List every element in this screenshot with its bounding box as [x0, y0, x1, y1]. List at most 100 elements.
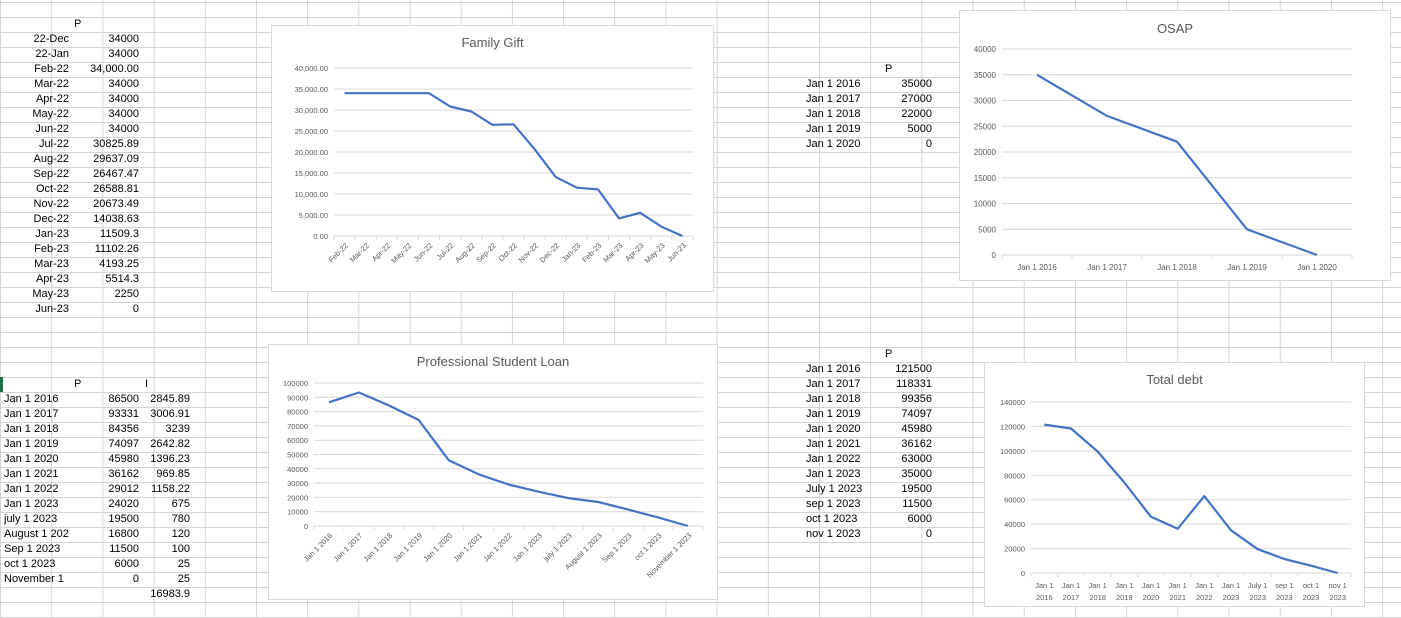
- header-cell-i[interactable]: I: [145, 378, 149, 390]
- series-line[interactable]: [344, 92, 683, 238]
- date-cell[interactable]: Jan 1 2019: [806, 123, 861, 135]
- header-cell-p[interactable]: P: [74, 18, 82, 30]
- date-cell[interactable]: July 1 2023: [806, 483, 863, 495]
- date-cell[interactable]: Jan 1 2018: [4, 423, 59, 435]
- interest-cell[interactable]: 3006.91: [150, 408, 190, 420]
- principal-cell[interactable]: 19500: [108, 513, 139, 525]
- value-cell[interactable]: 4193.25: [99, 258, 139, 270]
- date-cell[interactable]: Feb-22: [34, 63, 69, 75]
- date-cell[interactable]: Jun-22: [35, 123, 69, 135]
- value-cell[interactable]: 121500: [895, 363, 932, 375]
- date-cell[interactable]: Jan 1 2016: [806, 363, 861, 375]
- date-cell[interactable]: Feb-23: [34, 243, 69, 255]
- date-cell[interactable]: 22-Jan: [35, 48, 69, 60]
- date-cell[interactable]: Jan 1 2023: [4, 498, 59, 510]
- date-cell[interactable]: Mar-23: [34, 258, 69, 270]
- interest-total-cell[interactable]: 16983.9: [150, 588, 190, 600]
- value-cell[interactable]: 99356: [901, 393, 932, 405]
- value-cell[interactable]: 26588.81: [93, 183, 139, 195]
- principal-cell[interactable]: 84356: [108, 423, 139, 435]
- family-gift-chart[interactable]: 0.00 5,000.00 10,000.00 15,000.00 20,000.00 2…: [271, 25, 714, 292]
- value-cell[interactable]: 11500: [902, 498, 932, 510]
- interest-cell[interactable]: 3239: [165, 423, 190, 435]
- value-cell[interactable]: 0: [925, 528, 932, 540]
- value-cell[interactable]: 0: [132, 303, 139, 315]
- value-cell[interactable]: 34,000.00: [90, 63, 139, 75]
- date-cell[interactable]: Jan 1 2019: [806, 408, 861, 420]
- value-cell[interactable]: 34000: [108, 123, 139, 135]
- date-cell[interactable]: Apr-22: [35, 93, 69, 105]
- date-cell[interactable]: oct 1 2023: [806, 513, 858, 525]
- value-cell[interactable]: 14038.63: [93, 213, 139, 225]
- principal-cell[interactable]: 93331: [108, 408, 139, 420]
- principal-cell[interactable]: 16800: [108, 528, 139, 540]
- interest-cell[interactable]: 675: [171, 498, 190, 510]
- date-cell[interactable]: oct 1 2023: [4, 558, 56, 570]
- series-line[interactable]: [1044, 423, 1338, 575]
- principal-cell[interactable]: 0: [132, 573, 139, 585]
- value-cell[interactable]: 35000: [901, 468, 932, 480]
- value-cell[interactable]: 35000: [901, 78, 932, 90]
- principal-cell[interactable]: 11500: [109, 543, 139, 555]
- principal-cell[interactable]: 6000: [114, 558, 139, 570]
- value-cell[interactable]: 29637.09: [93, 153, 139, 165]
- date-cell[interactable]: Oct-22: [35, 183, 69, 195]
- date-cell[interactable]: Apr-23: [35, 273, 69, 285]
- osap-chart[interactable]: 0 5000 10000 15000 20000 25000 30000 35000 40000…: [959, 10, 1391, 281]
- date-cell[interactable]: Jan 1 2016: [4, 393, 59, 405]
- interest-cell[interactable]: 1158.22: [151, 483, 190, 495]
- interest-cell[interactable]: 969.85: [156, 468, 190, 480]
- value-cell[interactable]: 26467.47: [93, 168, 139, 180]
- value-cell[interactable]: 19500: [901, 483, 932, 495]
- date-cell[interactable]: Jan 1 2019: [4, 438, 59, 450]
- date-cell[interactable]: Jan 1 2022: [4, 483, 59, 495]
- date-cell[interactable]: Jan 1 2017: [806, 93, 861, 105]
- header-cell-p[interactable]: P: [885, 348, 893, 360]
- interest-cell[interactable]: 1396.23: [150, 453, 190, 465]
- date-cell[interactable]: May-22: [32, 108, 69, 120]
- date-cell[interactable]: Sep-22: [33, 168, 69, 180]
- interest-cell[interactable]: 25: [177, 558, 190, 570]
- value-cell[interactable]: 34000: [108, 93, 139, 105]
- value-cell[interactable]: 74097: [901, 408, 932, 420]
- date-cell[interactable]: May-23: [32, 288, 69, 300]
- date-cell[interactable]: Jan 1 2018: [806, 393, 861, 405]
- date-cell[interactable]: Jan 1 2021: [4, 468, 59, 480]
- date-cell[interactable]: Jan 1 2023: [806, 468, 861, 480]
- series-line[interactable]: [1036, 73, 1318, 257]
- date-cell[interactable]: Nov-22: [33, 198, 69, 210]
- header-cell-p[interactable]: P: [885, 63, 893, 75]
- date-cell[interactable]: Jan 1 2016: [806, 78, 861, 90]
- value-cell[interactable]: 0: [925, 138, 932, 150]
- principal-cell[interactable]: 36162: [108, 468, 139, 480]
- header-cell-p[interactable]: P: [74, 378, 82, 390]
- value-cell[interactable]: 27000: [901, 93, 932, 105]
- date-cell[interactable]: Jan 1 2017: [806, 378, 861, 390]
- professional-student-loan-chart[interactable]: 0 10000 20000 30000 40000 50000 60000 70000 8000…: [268, 344, 718, 600]
- principal-cell[interactable]: 45980: [108, 453, 139, 465]
- value-cell[interactable]: 34000: [108, 108, 139, 120]
- principal-cell[interactable]: 24020: [108, 498, 139, 510]
- date-cell[interactable]: Jan 1 2022: [806, 453, 861, 465]
- value-cell[interactable]: 5514.3: [105, 273, 139, 285]
- interest-cell[interactable]: 100: [171, 543, 190, 555]
- date-cell[interactable]: july 1 2023: [4, 513, 58, 525]
- value-cell[interactable]: 6000: [907, 513, 932, 525]
- interest-cell[interactable]: 120: [171, 528, 190, 540]
- date-cell[interactable]: nov 1 2023: [806, 528, 861, 540]
- date-cell[interactable]: November 1: [4, 573, 64, 585]
- value-cell[interactable]: 45980: [901, 423, 932, 435]
- value-cell[interactable]: 34000: [108, 33, 139, 45]
- date-cell[interactable]: sep 1 2023: [806, 498, 861, 510]
- principal-cell[interactable]: 29012: [108, 483, 139, 495]
- total-debt-chart[interactable]: 0 20000 40000 60000 80000 100000 120000 140000 J…: [984, 362, 1365, 607]
- interest-cell[interactable]: 2642.82: [150, 438, 190, 450]
- value-cell[interactable]: 11509.3: [100, 228, 139, 240]
- date-cell[interactable]: Jan 1 2021: [806, 438, 861, 450]
- date-cell[interactable]: Sep 1 2023: [4, 543, 61, 555]
- date-cell[interactable]: August 1 202: [4, 528, 69, 540]
- interest-cell[interactable]: 2845.89: [150, 393, 190, 405]
- value-cell[interactable]: 22000: [901, 108, 932, 120]
- date-cell[interactable]: Jan 1 2017: [4, 408, 59, 420]
- value-cell[interactable]: 34000: [108, 48, 139, 60]
